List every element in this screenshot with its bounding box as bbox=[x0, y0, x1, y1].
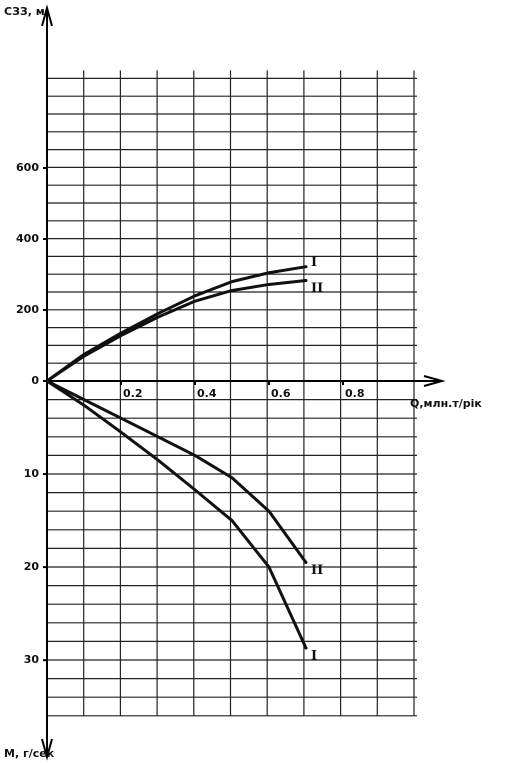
series-line bbox=[45, 379, 308, 650]
y-axis-label: СЗЗ, м bbox=[4, 5, 45, 18]
y-tick-label: 200 bbox=[16, 303, 39, 316]
y-tick-label: 20 bbox=[24, 560, 40, 573]
x-tick-label: 0.4 bbox=[197, 387, 217, 400]
x-tick-label: 0.6 bbox=[271, 387, 291, 400]
x-axis-arrow bbox=[423, 375, 446, 387]
series-label: II bbox=[311, 563, 323, 578]
y-tick-label: 10 bbox=[24, 467, 40, 480]
y-tick-label: 600 bbox=[16, 161, 39, 174]
y-axis-label: М, г/сек bbox=[4, 747, 55, 760]
x-axis-label: Q,млн.т/рік bbox=[410, 397, 482, 410]
y-axis-arrow bbox=[41, 4, 53, 27]
series-label: II bbox=[311, 281, 323, 296]
y-axis-arrow bbox=[41, 738, 53, 761]
series-label: I bbox=[311, 649, 317, 664]
series-line bbox=[45, 265, 308, 383]
series-line bbox=[45, 379, 308, 564]
y-tick-label: 0 bbox=[31, 374, 39, 387]
y-tick-label: 30 bbox=[24, 653, 40, 666]
grid bbox=[47, 70, 417, 717]
y-tick-label: 400 bbox=[16, 232, 39, 245]
series-label: I bbox=[311, 255, 317, 270]
x-tick-label: 0.8 bbox=[345, 387, 365, 400]
series-line bbox=[45, 279, 308, 383]
x-tick-label: 0.2 bbox=[123, 387, 143, 400]
